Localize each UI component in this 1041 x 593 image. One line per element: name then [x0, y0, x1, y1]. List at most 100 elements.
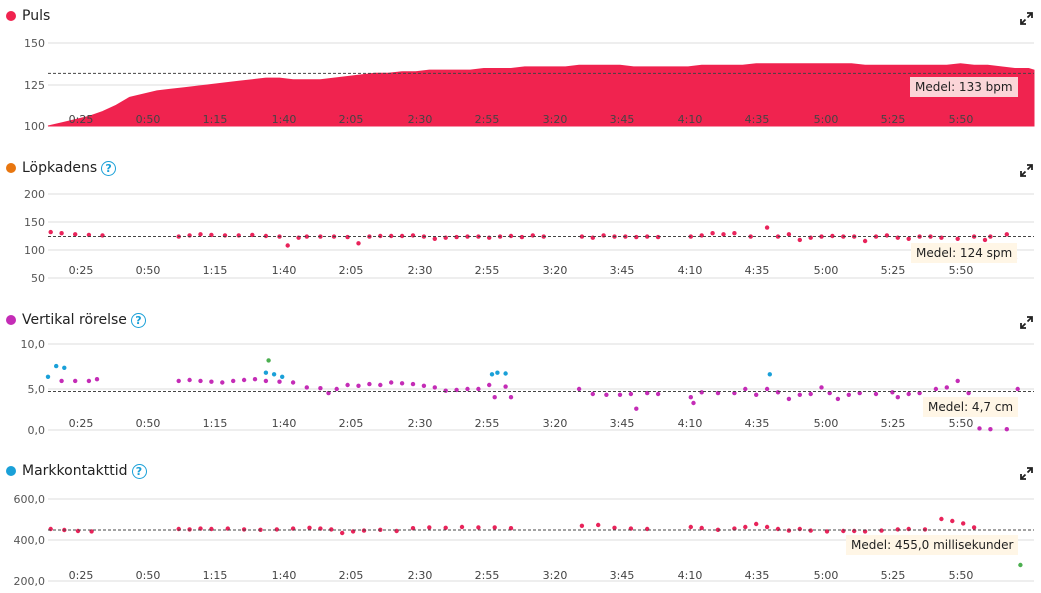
- expand-icon[interactable]: [1020, 314, 1033, 329]
- vertikal-average-label: Medel: 4,7 cm: [923, 397, 1019, 417]
- data-point: [721, 232, 726, 237]
- x-tick-label: 2:05: [339, 417, 364, 430]
- expand-icon[interactable]: [1020, 465, 1033, 480]
- vertikal-title: Vertikal rörelse: [22, 312, 127, 328]
- data-point: [906, 391, 911, 397]
- data-point: [895, 527, 900, 532]
- data-point: [73, 378, 78, 384]
- x-tick-label: 5:25: [881, 113, 906, 126]
- data-point: [688, 395, 693, 400]
- data-point: [922, 527, 928, 532]
- data-point: [612, 525, 617, 530]
- data-point: [443, 388, 448, 393]
- x-tick-label: 2:05: [339, 569, 364, 582]
- x-tick-label: 1:40: [272, 264, 297, 277]
- y-tick-label: 400,0: [14, 534, 46, 547]
- data-point: [454, 234, 459, 240]
- data-point: [890, 390, 895, 395]
- x-tick-label: 4:10: [678, 113, 703, 126]
- data-point: [285, 243, 290, 248]
- data-point: [596, 522, 601, 528]
- data-point: [86, 378, 92, 384]
- kadens-title: Löpkadens: [22, 160, 98, 176]
- puls-title: Puls: [22, 8, 51, 24]
- data-point: [465, 234, 470, 239]
- data-point: [476, 525, 481, 530]
- question-circle-icon[interactable]: ?: [101, 160, 117, 176]
- x-tick-label: 4:10: [678, 264, 703, 277]
- data-point: [819, 385, 824, 390]
- data-point: [318, 386, 323, 391]
- mark-panel: Markkontakttid ? 600,0 400,0 200,0 0:25 0:50…: [0, 461, 1041, 591]
- y-tick-label: 50: [31, 272, 45, 285]
- x-tick-label: 3:45: [610, 113, 635, 126]
- data-point: [443, 525, 448, 530]
- data-point: [503, 384, 508, 389]
- y-tick-label: 100: [24, 244, 45, 257]
- data-point: [48, 229, 53, 235]
- y-tick-label: 600,0: [14, 493, 46, 506]
- x-tick-label: 5:50: [949, 113, 974, 126]
- data-point: [410, 381, 416, 387]
- y-tick-label: 100: [24, 120, 45, 133]
- data-point: [579, 234, 585, 239]
- x-tick-label: 3:45: [610, 569, 635, 582]
- mark-title: Markkontakttid: [22, 463, 128, 479]
- expand-icon[interactable]: [1020, 162, 1033, 177]
- data-point: [274, 527, 279, 532]
- question-circle-icon[interactable]: ?: [131, 463, 147, 479]
- mark-chart: 600,0 400,0 200,0 0:25 0:50 1:15 1:40 2:05 2:30 2…: [14, 493, 1034, 588]
- data-point: [797, 392, 802, 397]
- x-tick-label: 0:25: [69, 264, 94, 277]
- data-point: [340, 530, 345, 536]
- data-point: [971, 525, 977, 530]
- y-tick-label: 0,0: [28, 424, 46, 437]
- data-point: [209, 232, 214, 238]
- data-point: [75, 528, 81, 534]
- data-point: [329, 527, 334, 532]
- data-point: [220, 380, 225, 385]
- question-circle-icon[interactable]: ?: [130, 312, 146, 328]
- x-tick-label: 2:05: [339, 264, 364, 277]
- data-point: [819, 234, 824, 239]
- x-tick-label: 5:25: [881, 417, 906, 430]
- x-tick-label: 5:25: [881, 569, 906, 582]
- x-tick-label: 5:50: [949, 264, 974, 277]
- data-point: [508, 233, 514, 239]
- data-point: [906, 526, 911, 532]
- data-point: [754, 521, 759, 527]
- y-tick-label: 200,0: [14, 575, 46, 588]
- data-point: [691, 400, 696, 406]
- x-tick-label: 1:40: [272, 417, 297, 430]
- x-tick-label: 5:00: [814, 417, 839, 430]
- data-point: [48, 526, 53, 532]
- data-point: [895, 395, 900, 400]
- x-tick-label: 2:30: [408, 569, 433, 582]
- data-point: [410, 526, 416, 531]
- data-point: [786, 396, 792, 402]
- kadens-header: Löpkadens ?: [6, 158, 117, 178]
- data-point: [645, 526, 650, 532]
- x-tick-label: 5:00: [814, 569, 839, 582]
- data-point: [250, 232, 255, 238]
- data-point: [634, 406, 639, 411]
- data-point: [432, 385, 437, 390]
- x-tick-label: 3:20: [543, 569, 568, 582]
- y-tick-label: 10,0: [21, 338, 46, 351]
- x-tick-label: 0:25: [69, 569, 94, 582]
- puls-average-label: Medel: 133 bpm: [910, 77, 1018, 97]
- data-point: [604, 392, 609, 397]
- data-point: [198, 378, 203, 384]
- data-point: [710, 231, 715, 236]
- data-point: [852, 528, 857, 534]
- x-tick-label: 5:00: [814, 264, 839, 277]
- mark-header: Markkontakttid ?: [6, 461, 147, 481]
- data-point: [786, 232, 792, 237]
- data-point: [198, 232, 203, 237]
- data-point: [241, 377, 247, 383]
- x-tick-label: 5:25: [881, 264, 906, 277]
- data-point: [476, 386, 481, 392]
- x-tick-label: 2:05: [339, 113, 364, 126]
- expand-icon[interactable]: [1020, 10, 1033, 25]
- data-point: [764, 225, 770, 230]
